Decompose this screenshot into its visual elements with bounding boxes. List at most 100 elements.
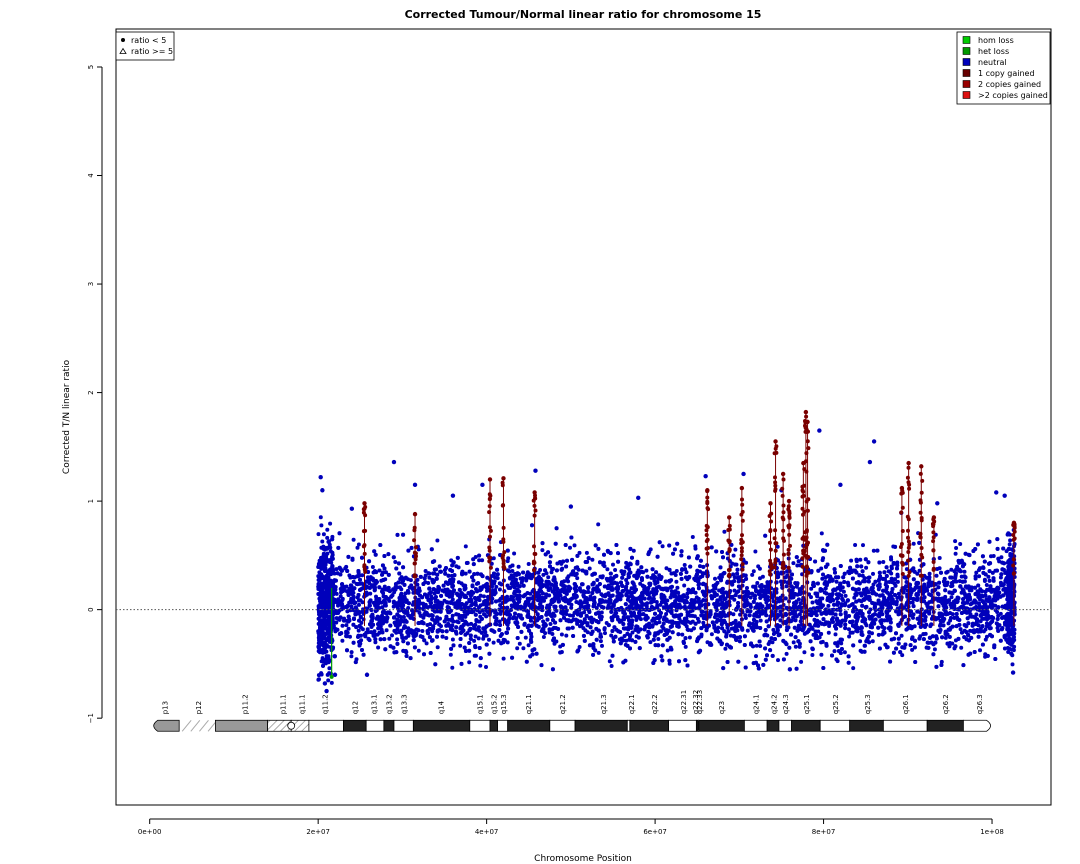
band-label: q11.1: [299, 694, 307, 714]
neutral-point: [559, 632, 564, 637]
neutral-point: [534, 651, 539, 656]
neutral-point: [622, 634, 627, 638]
band-p13: [153, 719, 180, 732]
band-label: q15.3: [500, 694, 508, 714]
neutral-point: [777, 632, 782, 637]
neutral-point: [348, 634, 352, 639]
neutral-point: [596, 650, 601, 655]
neutral-point: [728, 564, 733, 569]
neutral-point: [679, 549, 684, 554]
neutral-point: [847, 634, 852, 639]
band-q25-3: [849, 719, 884, 732]
neutral-point: [661, 621, 666, 626]
neutral-point: [826, 603, 831, 608]
neutral-point: [494, 584, 499, 589]
neutral-point: [1002, 646, 1007, 651]
neutral-point: [360, 627, 365, 632]
neutral-point: [454, 612, 459, 617]
neutral-point: [616, 617, 621, 622]
neutral-point: [858, 557, 863, 562]
neutral-point: [810, 600, 815, 605]
neutral-point: [911, 615, 915, 620]
neutral-point: [390, 633, 394, 638]
neutral-point: [953, 551, 958, 556]
neutral-point: [790, 572, 794, 577]
neutral-point: [512, 591, 517, 596]
band-p12-stalk: [190, 719, 201, 732]
neutral-point: [477, 553, 482, 558]
band-q25-2: [819, 719, 851, 732]
neutral-point: [424, 641, 429, 646]
neutral-point: [733, 547, 738, 552]
neutral-point: [858, 639, 863, 644]
neutral-point: [701, 620, 706, 625]
neutral-point: [752, 618, 757, 623]
neutral-point: [693, 544, 698, 549]
neutral-point: [910, 647, 915, 652]
neutral-point: [698, 575, 703, 580]
neutral-point: [410, 612, 415, 617]
neutral-point: [513, 611, 517, 616]
neutral-point: [357, 602, 361, 607]
neutral-point: [764, 619, 769, 624]
neutral-point: [698, 564, 702, 569]
band-q26-2: [926, 719, 964, 732]
neutral-point: [616, 551, 620, 556]
band-q21-2: [549, 719, 576, 732]
neutral-point: [685, 613, 690, 618]
neutral-point: [859, 564, 864, 569]
neutral-point: [791, 561, 796, 566]
neutral-point: [506, 556, 511, 561]
neutral-point: [796, 623, 801, 628]
neutral-point: [685, 591, 690, 596]
neutral-point: [420, 629, 425, 633]
neutral-point: [624, 638, 629, 643]
neutral-point: [664, 612, 669, 616]
neutral-point: [340, 623, 345, 628]
neutral-point: [567, 613, 572, 618]
band-q13-1: [365, 719, 385, 732]
neutral-point: [896, 591, 901, 596]
neutral-point: [753, 549, 758, 554]
band-q21-1: [507, 719, 551, 732]
neutral-point: [435, 645, 440, 650]
neutral-point: [535, 612, 540, 617]
neutral-point: [605, 567, 610, 572]
neutral-point: [936, 604, 941, 609]
neutral-point: [510, 569, 515, 573]
neutral-point: [376, 645, 381, 650]
neutral-point: [802, 650, 807, 655]
neutral-point: [653, 611, 657, 616]
neutral-point: [582, 638, 587, 643]
band-q15-2: [489, 719, 498, 732]
band-q26-3: [962, 719, 991, 732]
neutral-point: [784, 651, 789, 656]
neutral-point: [648, 640, 653, 645]
band-label: q22.2: [651, 694, 659, 714]
neutral-point: [342, 618, 346, 623]
neutral-point: [667, 661, 672, 666]
neutral-point: [871, 571, 875, 576]
neutral-point: [863, 643, 867, 648]
neutral-point: [654, 570, 659, 575]
band-label: q11.2: [321, 694, 329, 714]
band-q22-31: [668, 719, 697, 732]
neutral-point: [700, 571, 705, 576]
neutral-point: [518, 576, 523, 581]
neutral-point: [437, 622, 442, 627]
neutral-point: [351, 579, 356, 584]
neutral-point: [594, 606, 599, 610]
neutral-point: [832, 649, 837, 654]
neutral-point: [370, 565, 375, 569]
band-q24-3: [778, 719, 792, 732]
neutral-point: [958, 542, 963, 546]
plot-frame: [115, 28, 1052, 806]
neutral-point: [986, 574, 991, 579]
neutral-point: [854, 557, 859, 562]
neutral-point: [911, 541, 916, 546]
neutral-point: [835, 602, 840, 607]
band-label: q26.2: [942, 694, 950, 714]
neutral-cloud: [316, 510, 1017, 685]
neutral-point: [548, 622, 553, 626]
